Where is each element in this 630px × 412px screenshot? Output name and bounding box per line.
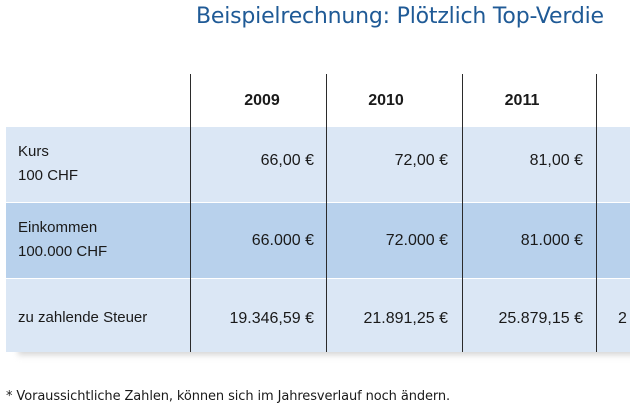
- cell-einkommen-2009: 66.000 €: [251, 232, 314, 249]
- cell-einkommen-2011: 81.000 €: [520, 232, 583, 249]
- column-divider: [326, 74, 327, 352]
- cell-steuer-2009: 19.346,59 €: [229, 310, 314, 327]
- cell-kurs-2009: 66,00 €: [260, 152, 314, 169]
- column-divider: [462, 74, 463, 352]
- table-row-steuer: zu zahlende Steuer 19.346,59 € 21.891,25…: [6, 278, 630, 352]
- footnote: * Voraussichtliche Zahlen, können sich i…: [6, 389, 451, 404]
- comparison-table: 2009 2010 2011 Kurs 100 CHF 66,00 € 72,0…: [6, 74, 630, 352]
- row-label-steuer: zu zahlende Steuer: [18, 309, 148, 326]
- cell-kurs-2010: 72,00 €: [394, 152, 448, 169]
- year-header-2011: 2011: [504, 92, 540, 109]
- table-row-kurs: Kurs 100 CHF 66,00 € 72,00 € 81,00 €: [6, 126, 630, 202]
- column-divider: [190, 74, 191, 352]
- cell-einkommen-2010: 72.000 €: [385, 232, 448, 249]
- year-header-2009: 2009: [244, 92, 280, 109]
- row-divider: [6, 126, 630, 127]
- table-header-row: 2009 2010 2011: [6, 74, 630, 126]
- cell-steuer-2011: 25.879,15 €: [498, 310, 583, 327]
- cell-kurs-2011: 81,00 €: [529, 152, 583, 169]
- row-label-einkommen: Einkommen 100.000 CHF: [18, 219, 108, 260]
- cell-steuer-2010: 21.891,25 €: [363, 310, 448, 327]
- page-title: Beispielrechnung: Plötzlich Top-Verdie: [196, 4, 604, 29]
- column-divider: [596, 74, 597, 352]
- row-divider: [6, 202, 630, 203]
- year-header-2010: 2010: [368, 92, 404, 109]
- row-divider: [6, 278, 630, 279]
- table-shadow: [18, 348, 630, 358]
- row-label-kurs: Kurs 100 CHF: [18, 143, 79, 184]
- cell-steuer-2012-partial: 2: [618, 310, 627, 327]
- table-row-einkommen: Einkommen 100.000 CHF 66.000 € 72.000 € …: [6, 202, 630, 278]
